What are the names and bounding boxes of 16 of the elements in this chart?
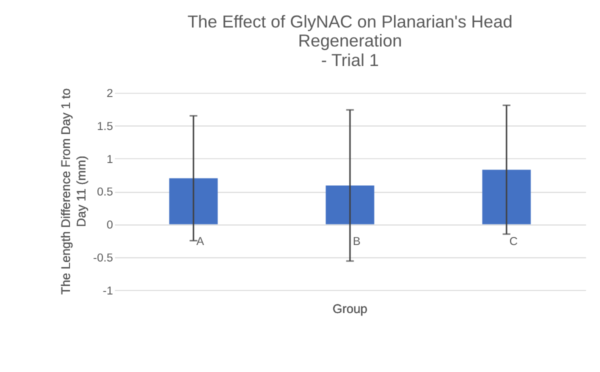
y-tick-label: 1.5	[96, 121, 113, 134]
chart-title: The Effect of GlyNAC on Planarian's Head Regeneration - Trial 1	[187, 11, 513, 70]
y-tick-label: 0	[106, 220, 113, 232]
y-tick-label: 0.5	[96, 186, 113, 199]
x-tick-label: C	[509, 236, 518, 248]
bar	[169, 178, 218, 224]
x-axis-title: Group	[332, 302, 368, 316]
x-tick-label: A	[196, 236, 204, 248]
bar	[326, 185, 374, 224]
bar	[482, 170, 531, 224]
y-tick-label: 2	[106, 88, 113, 100]
y-tick-label: 1	[106, 154, 113, 166]
y-tick-label: -0.5	[93, 252, 113, 264]
x-tick-label: B	[352, 236, 361, 248]
y-tick-label: -1	[102, 285, 113, 298]
y-axis-title: The Length Difference From Day 1 to Day 11 (mm)	[59, 88, 89, 294]
